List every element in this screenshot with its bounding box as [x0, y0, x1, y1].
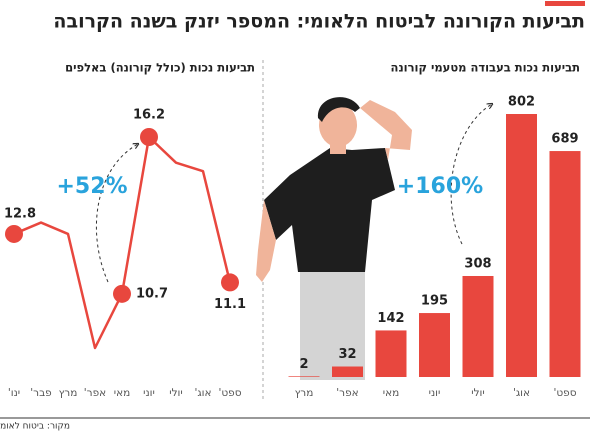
value-label: 11.1 [214, 297, 246, 312]
x-tick-label: יולי [169, 387, 183, 399]
value-label: 689 [551, 132, 578, 147]
value-label: 802 [508, 95, 535, 110]
bar [332, 366, 363, 377]
point [221, 273, 239, 292]
point [5, 224, 23, 243]
x-tick-label: אפר' [336, 387, 358, 399]
x-tick-label: אפר' [84, 387, 106, 399]
bar [288, 376, 320, 377]
x-tick-label: ספט' [218, 387, 241, 399]
x-tick-label: אוג' [513, 387, 530, 399]
value-label: 32 [338, 347, 356, 362]
chart-title: תביעות נכות בעבודה מטעמי קורונה [391, 61, 580, 75]
value-label: 12.8 [4, 206, 36, 221]
bar [462, 275, 494, 377]
bar [549, 151, 581, 377]
point [140, 128, 158, 146]
x-tick-label: יוני [429, 387, 441, 399]
x-tick-label: פבר' [30, 387, 51, 399]
x-tick-label: מאי [383, 387, 400, 399]
x-tick-label: יוני [143, 387, 155, 399]
value-label: 308 [464, 256, 491, 271]
title-accent [545, 1, 585, 6]
trend-arrow [450, 104, 492, 245]
bar [506, 114, 537, 377]
x-tick-label: ספט' [553, 387, 576, 399]
x-tick-label: מרץ [295, 387, 314, 399]
value-label: 16.2 [133, 108, 165, 123]
source: מקור: ביטוח לאומי [0, 422, 70, 432]
bar [375, 330, 407, 377]
x-tick-label: ינו' [8, 387, 20, 399]
annotation: +160% [397, 174, 483, 199]
point [113, 284, 131, 303]
trend-arrow [96, 144, 138, 283]
chart-title: תביעות נכות (כולל קורונה) באלפים [65, 61, 255, 75]
x-tick-label: יולי [471, 387, 485, 399]
illustration [256, 97, 412, 380]
x-tick-label: אוג' [194, 387, 211, 399]
page-title: תביעות הקורונה לביטוח הלאומי: המספר יזנק… [53, 11, 585, 33]
x-tick-label: מאי [114, 387, 131, 399]
value-label: 195 [421, 294, 448, 309]
bar [419, 313, 450, 377]
value-label: 142 [377, 311, 404, 326]
x-tick-label: מרץ [59, 387, 78, 399]
value-label: 10.7 [136, 286, 168, 301]
annotation: +52% [56, 174, 127, 199]
value-label: 2 [299, 357, 308, 372]
line [13, 135, 232, 350]
